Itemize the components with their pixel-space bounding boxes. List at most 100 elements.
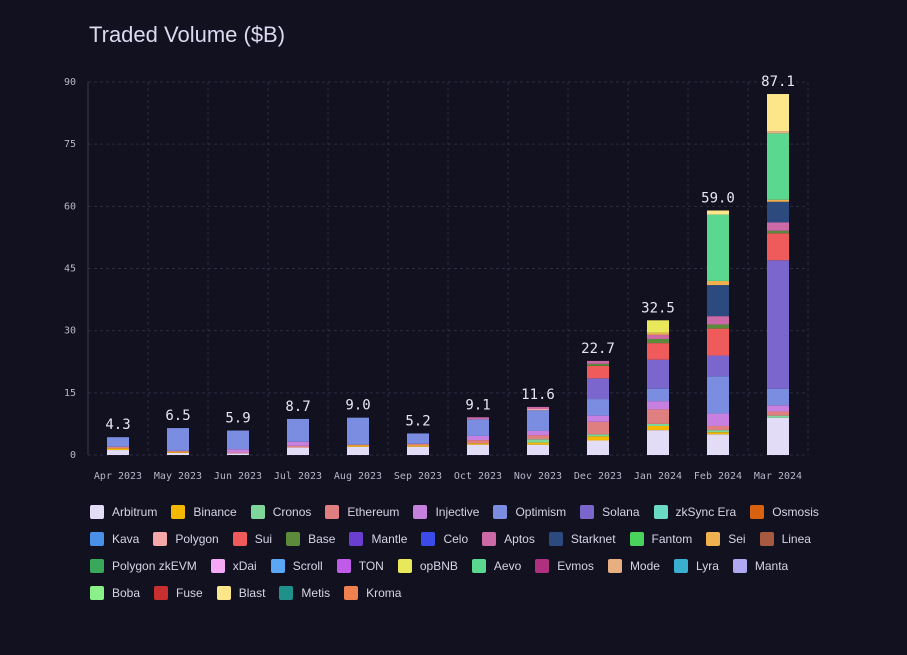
legend-item[interactable]: Boba (90, 585, 140, 601)
chart: Traded Volume ($B) 0 15 30 45 60 75 90 Apr 2023… (64, 22, 809, 482)
x-tick-label: Sep 2023 (394, 471, 442, 482)
legend-item[interactable]: Metis (279, 585, 330, 601)
bar-segment (527, 430, 549, 436)
legend-label: Fantom (651, 532, 693, 546)
bar-segment (287, 445, 309, 448)
bar-segment (467, 440, 489, 444)
bar-segment (647, 338, 669, 344)
legend-item[interactable]: Starknet (548, 531, 616, 547)
legend-item[interactable]: Injective (413, 504, 479, 520)
bar-segment (587, 440, 609, 455)
legend-swatch (750, 505, 765, 519)
legend-item[interactable]: Optimism (493, 504, 566, 520)
bar-segment (587, 415, 609, 422)
legend-item[interactable]: Blast (216, 585, 265, 601)
legend-item[interactable]: Polygon zkEVM (90, 558, 197, 574)
legend-item[interactable]: Aptos (482, 531, 535, 547)
legend-item[interactable]: opBNB (397, 558, 458, 574)
legend-item[interactable]: Kroma (344, 585, 401, 601)
legend-swatch (482, 532, 497, 546)
legend-swatch (421, 532, 436, 546)
legend-item[interactable]: Fuse (154, 585, 203, 601)
legend-item[interactable]: Manta (732, 558, 788, 574)
legend-swatch (580, 505, 595, 519)
legend-label: Starknet (570, 532, 616, 546)
legend-label: xDai (232, 559, 257, 573)
legend-item[interactable]: Celo (421, 531, 468, 547)
legend-item[interactable]: Kava (90, 531, 139, 547)
legend-label: Binance (193, 505, 237, 519)
x-tick-label: Jul 2023 (274, 471, 322, 482)
legend-item[interactable]: Sei (706, 531, 746, 547)
bar-segment (587, 363, 609, 366)
bar-segment (107, 448, 129, 451)
legend-label: Evmos (557, 559, 594, 573)
legend-label: Polygon (175, 532, 219, 546)
legend-swatch (250, 505, 265, 519)
bar-segment (707, 324, 729, 329)
legend-label: Mode (629, 559, 660, 573)
bar-segment (647, 423, 669, 426)
bar-segment (587, 365, 609, 379)
legend-item[interactable]: Base (286, 531, 335, 547)
total-label: 59.0 (701, 190, 735, 206)
total-label: 87.1 (761, 74, 795, 90)
bar-segment (767, 201, 789, 223)
legend-label: Osmosis (772, 505, 819, 519)
legend-item[interactable]: TON (336, 558, 384, 574)
bar-segment (347, 446, 369, 455)
bar-segment (767, 230, 789, 234)
bar-segment (587, 360, 609, 364)
legend-item[interactable]: Cronos (250, 504, 311, 520)
legend-label: opBNB (419, 559, 458, 573)
legend-swatch (413, 505, 428, 519)
bar-segment (467, 435, 489, 441)
y-tick-label: 75 (64, 139, 76, 150)
x-tick-label: Feb 2024 (694, 471, 742, 482)
legend-item[interactable]: Fantom (629, 531, 693, 547)
legend-swatch (344, 586, 359, 600)
legend-swatch (397, 559, 412, 573)
legend-item[interactable]: Aevo (471, 558, 521, 574)
bar-segment (527, 435, 549, 440)
bar-segment (167, 452, 189, 453)
total-label: 4.3 (105, 417, 130, 433)
legend-item[interactable]: Solana (580, 504, 640, 520)
legend-item[interactable]: Mantle (349, 531, 407, 547)
legend-item[interactable]: Mode (607, 558, 660, 574)
bar-segment (707, 210, 729, 215)
legend-item[interactable]: Ethereum (325, 504, 399, 520)
bar-segment (767, 233, 789, 261)
bar-segment (347, 444, 369, 446)
legend-label: Kroma (366, 586, 402, 600)
legend-item[interactable]: xDai (210, 558, 257, 574)
legend-item[interactable]: Sui (232, 531, 272, 547)
bar-segment (767, 222, 789, 231)
bar-segment (647, 332, 669, 335)
x-tick-label: Dec 2023 (574, 471, 622, 482)
x-tick-label: Jun 2023 (214, 471, 262, 482)
legend-swatch (232, 532, 247, 546)
total-label: 32.5 (641, 300, 675, 316)
legend-item[interactable]: Evmos (535, 558, 594, 574)
legend-item[interactable]: Linea (759, 531, 811, 547)
bar-segment (707, 316, 729, 325)
legend-item[interactable]: Arbitrum (90, 504, 157, 520)
legend-swatch (90, 586, 104, 600)
bar-segment (707, 355, 729, 377)
bar-segment (647, 425, 669, 431)
y-tick-label: 60 (64, 201, 76, 212)
legend-item[interactable]: Binance (171, 504, 237, 520)
legend-item[interactable]: Osmosis (750, 504, 819, 520)
legend-item[interactable]: Lyra (673, 558, 719, 574)
legend-swatch (286, 532, 301, 546)
bar-segment (647, 401, 669, 410)
legend-item[interactable]: Polygon (153, 531, 219, 547)
y-tick-label: 15 (64, 388, 76, 399)
legend-label: Linea (781, 532, 811, 546)
legend-item[interactable]: zkSync Era (653, 504, 736, 520)
legend-swatch (270, 559, 285, 573)
legend-swatch (216, 586, 231, 600)
legend-item[interactable]: Scroll (270, 558, 323, 574)
bar-segment (647, 320, 669, 333)
